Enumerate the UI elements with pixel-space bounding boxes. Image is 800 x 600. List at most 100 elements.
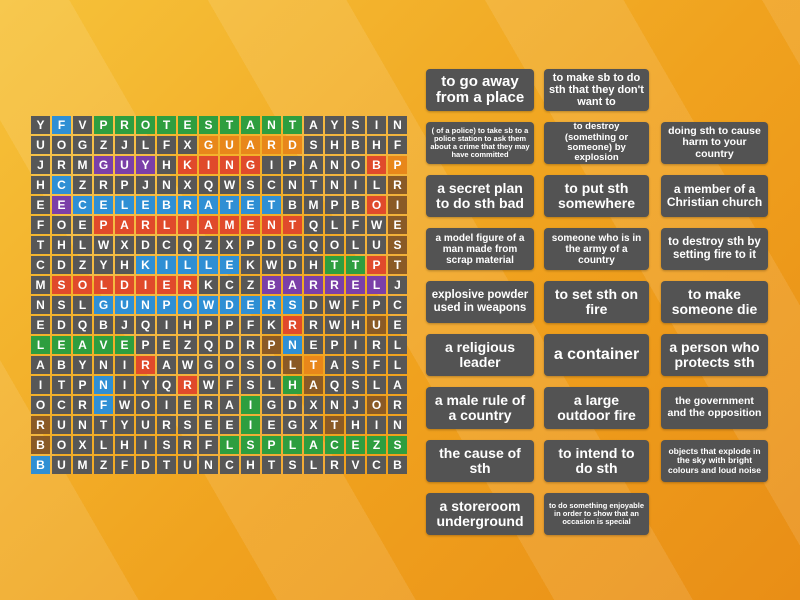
- grid-cell[interactable]: Q: [73, 316, 92, 334]
- grid-cell[interactable]: N: [283, 176, 302, 194]
- grid-cell[interactable]: U: [367, 316, 386, 334]
- grid-cell[interactable]: L: [325, 216, 344, 234]
- clue-card[interactable]: someone who is in the army of a country: [544, 228, 649, 270]
- grid-cell[interactable]: V: [73, 116, 92, 134]
- grid-cell[interactable]: P: [94, 116, 113, 134]
- grid-cell[interactable]: A: [199, 196, 218, 214]
- grid-cell[interactable]: S: [52, 296, 71, 314]
- grid-cell[interactable]: L: [115, 196, 134, 214]
- grid-cell[interactable]: L: [136, 136, 155, 154]
- grid-cell[interactable]: R: [262, 136, 281, 154]
- grid-cell[interactable]: M: [73, 456, 92, 474]
- grid-cell[interactable]: H: [157, 156, 176, 174]
- grid-cell[interactable]: C: [73, 196, 92, 214]
- grid-cell[interactable]: E: [178, 116, 197, 134]
- grid-cell[interactable]: A: [241, 116, 260, 134]
- grid-cell[interactable]: P: [241, 236, 260, 254]
- grid-cell[interactable]: R: [388, 176, 407, 194]
- grid-cell[interactable]: B: [94, 316, 113, 334]
- clue-card[interactable]: to intend to do sth: [544, 440, 649, 482]
- grid-cell[interactable]: L: [94, 436, 113, 454]
- grid-cell[interactable]: E: [262, 416, 281, 434]
- grid-cell[interactable]: S: [283, 296, 302, 314]
- grid-cell[interactable]: X: [73, 436, 92, 454]
- grid-cell[interactable]: Y: [136, 156, 155, 174]
- grid-cell[interactable]: S: [346, 116, 365, 134]
- grid-cell[interactable]: R: [262, 296, 281, 314]
- grid-cell[interactable]: Y: [115, 416, 134, 434]
- grid-cell[interactable]: Q: [199, 336, 218, 354]
- grid-cell[interactable]: Y: [31, 116, 50, 134]
- grid-cell[interactable]: G: [199, 136, 218, 154]
- grid-cell[interactable]: A: [325, 356, 344, 374]
- grid-cell[interactable]: A: [283, 276, 302, 294]
- grid-cell[interactable]: A: [304, 436, 323, 454]
- grid-cell[interactable]: Z: [178, 336, 197, 354]
- grid-cell[interactable]: R: [367, 336, 386, 354]
- grid-cell[interactable]: N: [136, 296, 155, 314]
- grid-cell[interactable]: W: [367, 216, 386, 234]
- grid-cell[interactable]: I: [241, 396, 260, 414]
- grid-cell[interactable]: T: [388, 256, 407, 274]
- grid-cell[interactable]: I: [136, 436, 155, 454]
- grid-cell[interactable]: G: [241, 156, 260, 174]
- grid-cell[interactable]: K: [178, 156, 197, 174]
- grid-cell[interactable]: X: [115, 236, 134, 254]
- grid-cell[interactable]: H: [283, 376, 302, 394]
- grid-cell[interactable]: A: [220, 396, 239, 414]
- clue-card[interactable]: a religious leader: [426, 334, 534, 376]
- grid-cell[interactable]: P: [367, 256, 386, 274]
- grid-cell[interactable]: M: [31, 276, 50, 294]
- grid-cell[interactable]: L: [178, 256, 197, 274]
- grid-cell[interactable]: A: [304, 116, 323, 134]
- grid-cell[interactable]: A: [157, 356, 176, 374]
- grid-cell[interactable]: V: [346, 456, 365, 474]
- grid-cell[interactable]: P: [388, 156, 407, 174]
- grid-cell[interactable]: K: [136, 256, 155, 274]
- grid-cell[interactable]: L: [283, 356, 302, 374]
- grid-cell[interactable]: N: [94, 356, 113, 374]
- grid-cell[interactable]: Q: [304, 216, 323, 234]
- grid-cell[interactable]: U: [115, 156, 134, 174]
- grid-cell[interactable]: P: [136, 336, 155, 354]
- grid-cell[interactable]: G: [94, 156, 113, 174]
- grid-cell[interactable]: N: [388, 116, 407, 134]
- grid-cell[interactable]: P: [199, 316, 218, 334]
- grid-cell[interactable]: B: [283, 196, 302, 214]
- clue-card[interactable]: explosive powder used in weapons: [426, 281, 534, 323]
- grid-cell[interactable]: L: [157, 216, 176, 234]
- grid-cell[interactable]: P: [157, 296, 176, 314]
- grid-cell[interactable]: F: [52, 116, 71, 134]
- grid-cell[interactable]: I: [199, 156, 218, 174]
- grid-cell[interactable]: Z: [73, 256, 92, 274]
- grid-cell[interactable]: G: [262, 396, 281, 414]
- grid-cell[interactable]: I: [157, 256, 176, 274]
- grid-cell[interactable]: Z: [94, 136, 113, 154]
- grid-cell[interactable]: R: [136, 216, 155, 234]
- grid-cell[interactable]: E: [94, 196, 113, 214]
- grid-cell[interactable]: F: [94, 396, 113, 414]
- grid-cell[interactable]: I: [157, 396, 176, 414]
- grid-cell[interactable]: B: [388, 456, 407, 474]
- grid-cell[interactable]: L: [73, 236, 92, 254]
- grid-cell[interactable]: P: [325, 336, 344, 354]
- grid-cell[interactable]: S: [283, 456, 302, 474]
- grid-cell[interactable]: H: [325, 136, 344, 154]
- grid-cell[interactable]: L: [304, 456, 323, 474]
- clue-card[interactable]: to make someone die: [661, 281, 768, 323]
- grid-cell[interactable]: H: [115, 436, 134, 454]
- grid-cell[interactable]: U: [178, 456, 197, 474]
- grid-cell[interactable]: L: [73, 296, 92, 314]
- grid-cell[interactable]: K: [241, 256, 260, 274]
- grid-cell[interactable]: X: [304, 396, 323, 414]
- grid-cell[interactable]: P: [220, 316, 239, 334]
- clue-card[interactable]: the government and the opposition: [661, 387, 768, 429]
- grid-cell[interactable]: H: [52, 236, 71, 254]
- grid-cell[interactable]: R: [178, 276, 197, 294]
- grid-cell[interactable]: E: [73, 216, 92, 234]
- grid-cell[interactable]: U: [115, 296, 134, 314]
- grid-cell[interactable]: L: [388, 356, 407, 374]
- grid-cell[interactable]: E: [157, 276, 176, 294]
- grid-cell[interactable]: Y: [325, 116, 344, 134]
- grid-cell[interactable]: S: [346, 376, 365, 394]
